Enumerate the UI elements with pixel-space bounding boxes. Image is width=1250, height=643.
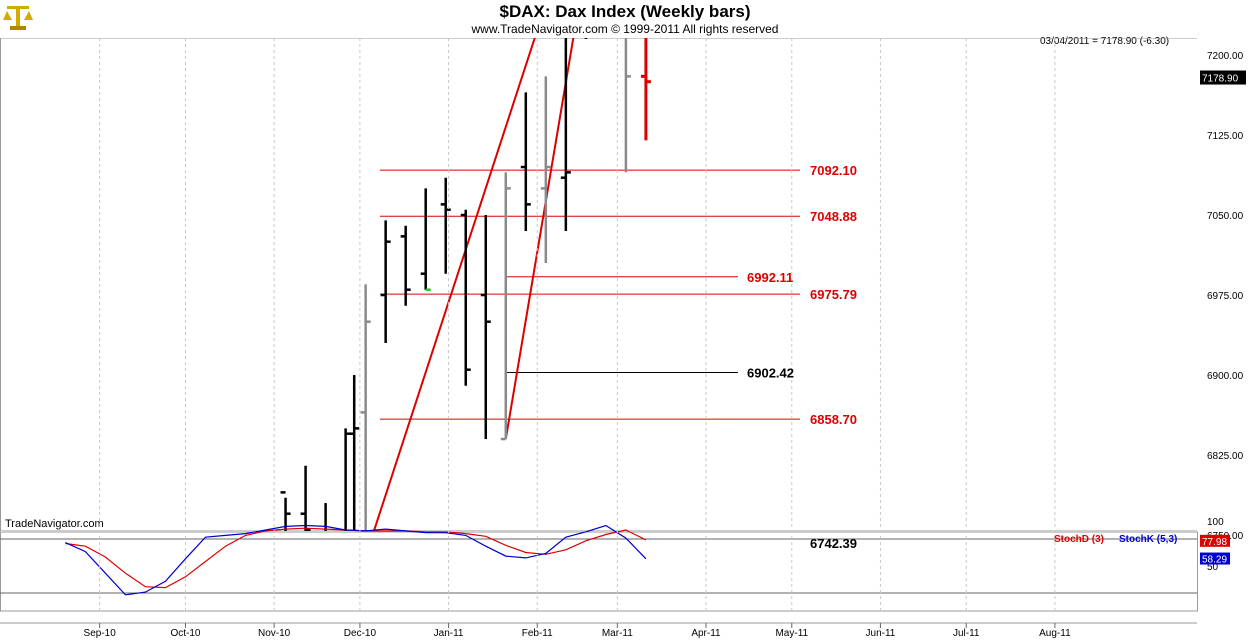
level-label: 6902.42 [747, 365, 794, 380]
osc-y-tick-label: 50 [1207, 562, 1219, 573]
stochd-value-label: 77.98 [1202, 537, 1227, 548]
stochd-value-box [1200, 534, 1230, 547]
x-tick-label: Jan-11 [434, 628, 464, 639]
chart-title: $DAX: Dax Index (Weekly bars) [499, 2, 751, 21]
osc-y-tick-label: 100 [1207, 517, 1224, 528]
last-price-box [1200, 70, 1246, 85]
stochk-value-label: 58.29 [1202, 555, 1227, 566]
price-bar [624, 38, 631, 173]
stochk-value-box [1200, 552, 1230, 565]
x-tick-label: Oct-10 [170, 628, 200, 639]
y-tick-label: 7200.00 [1207, 51, 1244, 62]
main-panel [0, 38, 1197, 531]
price-bar [360, 284, 371, 531]
x-tick-label: Jul-11 [953, 628, 980, 639]
x-tick-label: Apr-11 [691, 628, 721, 639]
x-tick-label: Aug-11 [1039, 628, 1071, 639]
price-bar [420, 188, 431, 291]
price-bar [540, 76, 551, 264]
level-label: 6742.39 [810, 536, 857, 551]
y-tick-label: 6825.00 [1207, 451, 1244, 462]
x-tick-label: Sep-10 [84, 628, 117, 639]
stoch-line [65, 527, 647, 589]
price-bar [344, 428, 351, 531]
y-tick-label: 7050.00 [1207, 211, 1244, 222]
level-label: 6975.79 [810, 287, 857, 302]
x-tick-label: May-11 [775, 628, 808, 639]
price-bar [480, 215, 491, 440]
main-frame [0, 38, 1197, 531]
price-bar [640, 38, 651, 141]
trendline [372, 38, 536, 531]
level-label: 6992.11 [747, 270, 793, 285]
legend-stochk: StochK (5,3) [1119, 534, 1177, 545]
watermark: TradeNavigator.com [5, 518, 104, 530]
x-tick-label: Feb-11 [522, 628, 553, 639]
stochastic-frame [0, 531, 1198, 612]
y-tick-label: 6975.00 [1207, 291, 1244, 302]
price-bar [400, 225, 411, 306]
x-tick-label: Jun-11 [866, 628, 896, 639]
price-bar [500, 172, 511, 441]
chart-subtitle: www.TradeNavigator.com © 1999-2011 All r… [471, 22, 779, 36]
y-tick-label: 7125.00 [1207, 131, 1244, 142]
price-bar [460, 209, 471, 386]
price-bar [520, 92, 531, 232]
level-label: 6858.70 [810, 412, 857, 427]
trade-navigator-logo [3, 6, 33, 30]
price-bar [324, 503, 327, 531]
stoch-line [65, 524, 647, 596]
y-tick-label: 6900.00 [1207, 371, 1244, 382]
price-readout: 03/04/2011 = 7178.90 (-6.30) [1040, 36, 1170, 47]
stochastic-panel [0, 524, 1198, 612]
x-tick-label: Nov-10 [258, 628, 291, 639]
level-label: 7048.88 [810, 209, 857, 224]
trendline [504, 38, 575, 440]
price-bar [440, 177, 451, 274]
price-bar [560, 38, 571, 232]
x-tick-label: Dec-10 [344, 628, 377, 639]
price-bar [380, 220, 391, 344]
last-price-label: 7178.90 [1202, 74, 1239, 85]
price-bar [300, 465, 311, 531]
level-label: 7092.10 [810, 163, 857, 178]
price-bar [349, 375, 360, 531]
legend-stochd: StochD (3) [1054, 534, 1104, 545]
x-tick-label: Mar-11 [602, 628, 633, 639]
price-bar [584, 38, 588, 40]
